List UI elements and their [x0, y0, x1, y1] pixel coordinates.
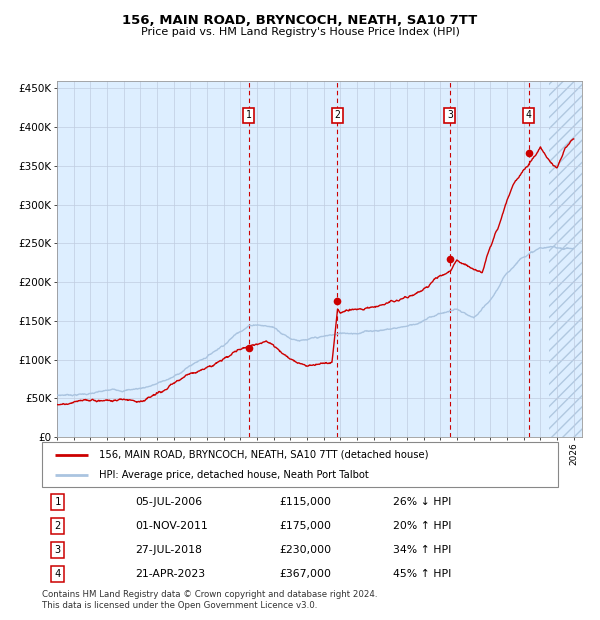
Text: Price paid vs. HM Land Registry's House Price Index (HPI): Price paid vs. HM Land Registry's House … [140, 27, 460, 37]
Bar [548, 81, 582, 437]
Text: 27-JUL-2018: 27-JUL-2018 [135, 545, 202, 555]
Text: 3: 3 [55, 545, 61, 555]
Text: £175,000: £175,000 [280, 521, 331, 531]
Text: 01-NOV-2011: 01-NOV-2011 [135, 521, 208, 531]
Text: 21-APR-2023: 21-APR-2023 [135, 569, 205, 579]
Text: £115,000: £115,000 [280, 497, 331, 507]
Text: 3: 3 [447, 110, 453, 120]
Text: 156, MAIN ROAD, BRYNCOCH, NEATH, SA10 7TT (detached house): 156, MAIN ROAD, BRYNCOCH, NEATH, SA10 7T… [99, 450, 428, 459]
Text: HPI: Average price, detached house, Neath Port Talbot: HPI: Average price, detached house, Neat… [99, 470, 368, 480]
Text: 2: 2 [55, 521, 61, 531]
Text: 05-JUL-2006: 05-JUL-2006 [135, 497, 202, 507]
FancyBboxPatch shape [42, 442, 558, 487]
Text: 26% ↓ HPI: 26% ↓ HPI [393, 497, 451, 507]
Text: £230,000: £230,000 [280, 545, 331, 555]
Text: 2: 2 [335, 110, 340, 120]
Text: 4: 4 [526, 110, 532, 120]
Bar [548, 81, 582, 437]
Text: 1: 1 [246, 110, 251, 120]
Text: 4: 4 [55, 569, 61, 579]
Text: 34% ↑ HPI: 34% ↑ HPI [393, 545, 451, 555]
Text: 1: 1 [55, 497, 61, 507]
Text: £367,000: £367,000 [280, 569, 331, 579]
Text: 156, MAIN ROAD, BRYNCOCH, NEATH, SA10 7TT: 156, MAIN ROAD, BRYNCOCH, NEATH, SA10 7T… [122, 14, 478, 27]
Text: 20% ↑ HPI: 20% ↑ HPI [393, 521, 451, 531]
Text: 45% ↑ HPI: 45% ↑ HPI [393, 569, 451, 579]
Text: Contains HM Land Registry data © Crown copyright and database right 2024.
This d: Contains HM Land Registry data © Crown c… [42, 590, 377, 609]
